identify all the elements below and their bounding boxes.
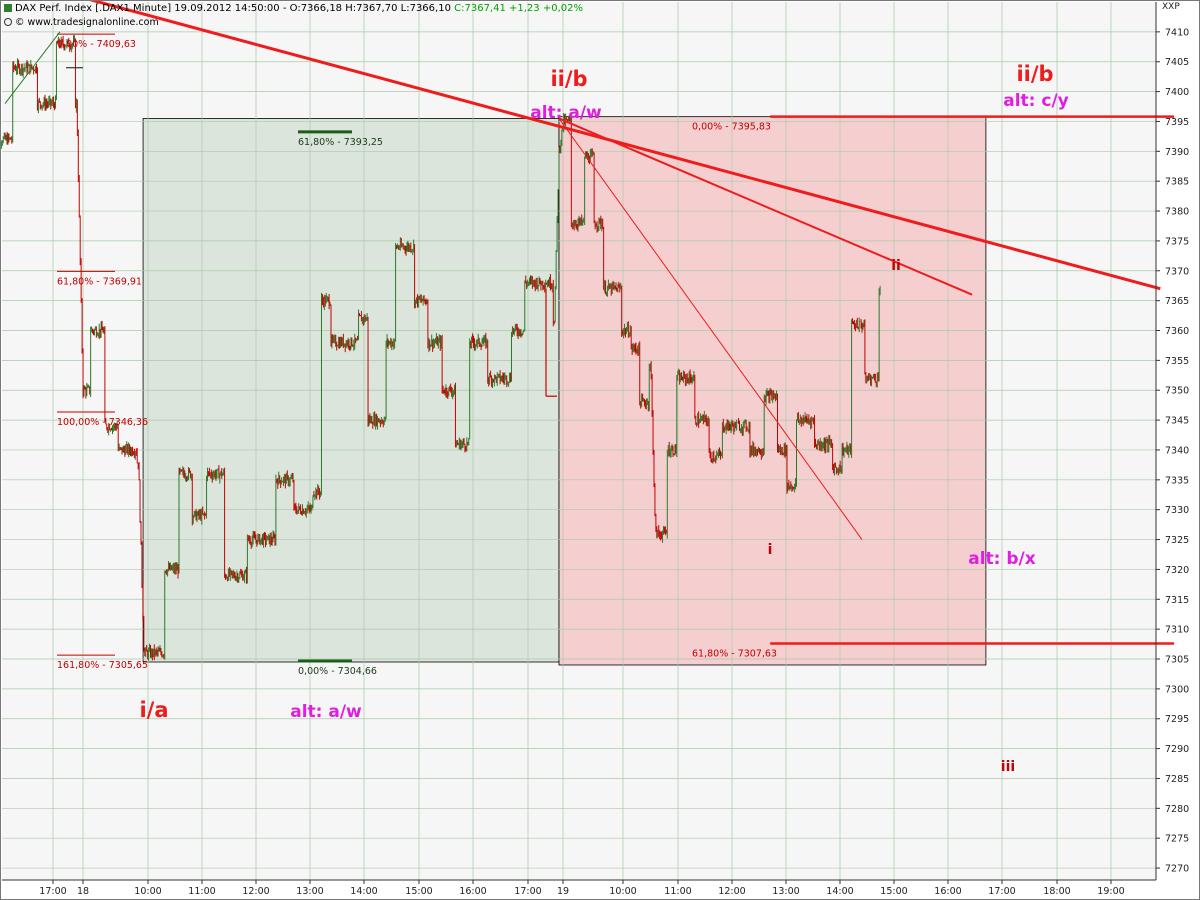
y-tick-label: 7385 bbox=[1165, 177, 1189, 188]
candles-group bbox=[0, 35, 881, 661]
y-tick-label: 7305 bbox=[1165, 655, 1189, 666]
fib-label: 61,80% - 7393,25 bbox=[298, 137, 383, 148]
y-tick-label: 7345 bbox=[1165, 416, 1189, 427]
wave-label: i/a bbox=[139, 698, 168, 722]
x-tick-label: 16:00 bbox=[459, 886, 486, 897]
fib-label: 61,80% - 7369,91 bbox=[57, 276, 142, 287]
wave-label: ii bbox=[891, 258, 901, 274]
copyright-icon bbox=[4, 18, 12, 26]
y-tick-label: 7320 bbox=[1165, 565, 1189, 576]
y-tick-label: 7400 bbox=[1165, 87, 1189, 98]
x-tick-label: 17:00 bbox=[514, 886, 541, 897]
chart-icon bbox=[4, 4, 12, 12]
steep-line bbox=[558, 118, 863, 540]
chart-header: DAX Perf. Index [.DAX1 Minute] 19.09.201… bbox=[4, 2, 583, 16]
wave-label: alt: b/x bbox=[968, 549, 1036, 569]
y-tick-label: 7285 bbox=[1165, 774, 1189, 785]
main-downtrend bbox=[85, 0, 1161, 291]
x-tick-label: 12:00 bbox=[242, 886, 269, 897]
wave-label: i bbox=[768, 542, 773, 558]
y-tick-label: 7350 bbox=[1165, 386, 1189, 397]
x-tick-label: 12:00 bbox=[718, 886, 745, 897]
x-tick-label: 15:00 bbox=[880, 886, 907, 897]
x-tick-label: 19:00 bbox=[1097, 886, 1124, 897]
x-tick-label: 10:00 bbox=[609, 886, 636, 897]
x-tick-label: 11:00 bbox=[664, 886, 691, 897]
y-tick-label: 7380 bbox=[1165, 207, 1189, 218]
x-tick-label: 14:00 bbox=[826, 886, 853, 897]
wave-label: alt: c/y bbox=[1003, 91, 1069, 111]
early-uptrend bbox=[4, 31, 61, 104]
y-tick-label: 7390 bbox=[1165, 147, 1189, 158]
datetime-label: 19.09.2012 14:50:00 bbox=[174, 3, 280, 14]
fib-label: 0,00% - 7304,66 bbox=[298, 666, 377, 677]
symbol-name: DAX Perf. Index [.DAX bbox=[15, 3, 124, 14]
y-tick-label: 7355 bbox=[1165, 356, 1189, 367]
x-tick-label: 17:00 bbox=[39, 886, 66, 897]
fib-label: 0,00% - 7395,83 bbox=[692, 121, 771, 132]
x-tick-label: 16:00 bbox=[934, 886, 961, 897]
y-tick-label: 7325 bbox=[1165, 535, 1189, 546]
wave-label: ii/b bbox=[550, 67, 587, 91]
y-tick-label: 7315 bbox=[1165, 595, 1189, 606]
x-tick-label: 15:00 bbox=[405, 886, 432, 897]
fib-label: 0,00% - 7409,63 bbox=[57, 39, 136, 50]
fib-label: 161,80% - 7305,65 bbox=[57, 660, 148, 671]
x-tick-label: 17:00 bbox=[988, 886, 1015, 897]
source-line: © www.tradesignalonline.com bbox=[4, 16, 159, 30]
y-tick-label: 7370 bbox=[1165, 266, 1189, 277]
x-tick-label: 13:00 bbox=[296, 886, 323, 897]
x-tick-label: 18:00 bbox=[1043, 886, 1070, 897]
x-tick-label: 18 bbox=[77, 886, 89, 897]
fib-label: 100,00% - 7346,36 bbox=[57, 417, 148, 428]
y-tick-label: 7410 bbox=[1165, 27, 1189, 38]
unit-label: XXP bbox=[1162, 2, 1180, 12]
wave-label: alt: a/w bbox=[290, 702, 362, 722]
y-tick-label: 7360 bbox=[1165, 326, 1189, 337]
y-tick-label: 7405 bbox=[1165, 57, 1189, 68]
y-tick-label: 7270 bbox=[1165, 864, 1189, 875]
y-tick-label: 7290 bbox=[1165, 744, 1189, 755]
x-tick-label: 19 bbox=[557, 886, 569, 897]
wave-label: ii/b bbox=[1016, 62, 1053, 86]
wave-label: iii bbox=[1001, 759, 1015, 775]
x-tick-label: 11:00 bbox=[188, 886, 215, 897]
y-tick-label: 7395 bbox=[1165, 117, 1189, 128]
y-tick-label: 7330 bbox=[1165, 505, 1189, 516]
ohlc-label: O:7366,18 H:7367,70 L:7366,10 bbox=[289, 3, 451, 14]
y-tick-label: 7340 bbox=[1165, 445, 1189, 456]
x-tick-label: 14:00 bbox=[350, 886, 377, 897]
y-tick-label: 7365 bbox=[1165, 296, 1189, 307]
x-tick-label: 10:00 bbox=[134, 886, 161, 897]
y-tick-label: 7275 bbox=[1165, 834, 1189, 845]
y-tick-label: 7280 bbox=[1165, 804, 1189, 815]
y-tick-label: 7310 bbox=[1165, 625, 1189, 636]
x-tick-label: 13:00 bbox=[772, 886, 799, 897]
y-tick-label: 7375 bbox=[1165, 236, 1189, 247]
channel-line bbox=[558, 117, 973, 296]
source-label: © www.tradesignalonline.com bbox=[15, 17, 159, 28]
wave-label: alt: a/w bbox=[530, 103, 602, 123]
fib-label: 61,80% - 7307,63 bbox=[692, 648, 777, 659]
y-tick-label: 7295 bbox=[1165, 714, 1189, 725]
interval-label: 1 Minute] bbox=[123, 3, 172, 14]
close-change-label: C:7367,41 +1,23 +0,02% bbox=[454, 3, 583, 14]
y-tick-label: 7300 bbox=[1165, 684, 1189, 695]
y-tick-label: 7335 bbox=[1165, 475, 1189, 486]
